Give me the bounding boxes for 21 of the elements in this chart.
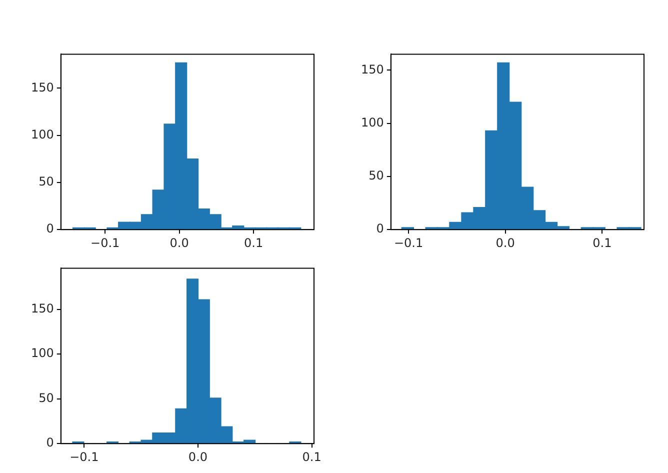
x-tick-label: −0.1: [90, 236, 120, 250]
y-tick-label: 150: [31, 301, 54, 316]
x-tick-label: −0.1: [394, 236, 424, 250]
x-tick-label: 0.1: [302, 450, 322, 464]
x-tick-label: 0.0: [496, 236, 515, 250]
y-tick-label: 100: [361, 115, 384, 130]
y-tick-label: 100: [31, 127, 54, 142]
x-tick-label: −0.1: [70, 450, 99, 464]
y-tick-label: 0: [376, 222, 384, 236]
x-tick-label: 0.0: [188, 450, 208, 464]
y-tick-label: 0: [46, 222, 54, 236]
y-tick-label: 50: [38, 390, 54, 405]
x-tick-label: 0.0: [170, 236, 189, 250]
y-tick-label: 150: [361, 62, 384, 76]
y-tick-label: 50: [368, 168, 384, 183]
x-tick-label: 0.1: [244, 236, 264, 250]
y-tick-label: 50: [38, 174, 54, 189]
y-tick-label: 0: [46, 436, 54, 450]
y-tick-label: 100: [31, 346, 54, 360]
x-tick-label: 0.1: [592, 236, 612, 250]
y-tick-label: 150: [31, 80, 54, 94]
